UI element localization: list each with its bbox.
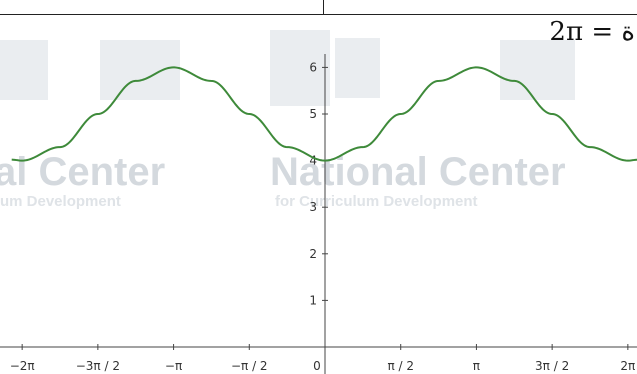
- x-tick-label: π / 2: [387, 359, 414, 373]
- series-group: [11, 66, 637, 162]
- x-tick-label: −π / 2: [231, 359, 268, 373]
- top-table-border: [0, 0, 637, 15]
- y-tick-label: 1: [309, 293, 317, 307]
- y-tick-label: 6: [309, 60, 317, 74]
- x-tick-marks: [21, 344, 629, 350]
- y-tick-label: 3: [309, 200, 317, 214]
- x-tick-label: −π: [165, 359, 182, 373]
- y-tick-labels: 1 2 3 4 5 6: [309, 60, 317, 307]
- x-tick-label: 0: [313, 359, 321, 373]
- y-tick-label: 4: [309, 154, 317, 168]
- y-tick-label: 2: [309, 247, 317, 261]
- y-tick-label: 5: [309, 107, 317, 121]
- x-tick-label: π: [473, 359, 480, 373]
- x-tick-label: −3π / 2: [76, 359, 120, 373]
- series-line: [11, 66, 637, 162]
- axes: [0, 54, 637, 374]
- table-divider: [323, 0, 324, 14]
- period-equation: 2π = ة: [549, 17, 635, 47]
- x-tick-labels: −2π −3π / 2 −π −π / 2 0 π / 2 π 3π / 2 2π: [10, 359, 636, 373]
- x-tick-label: −2π: [10, 359, 35, 373]
- x-tick-label: 3π / 2: [535, 359, 569, 373]
- x-tick-label: 2π: [620, 359, 635, 373]
